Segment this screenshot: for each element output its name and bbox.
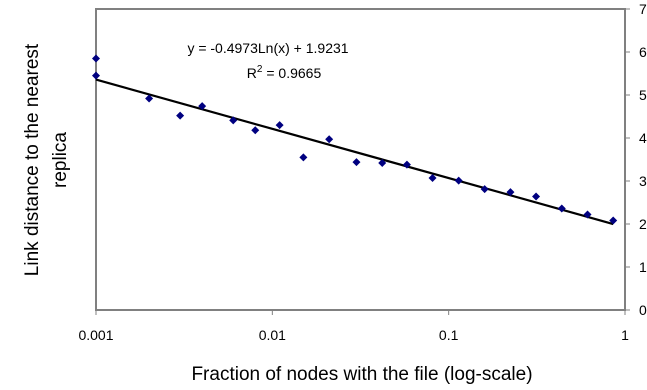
trendline-r-squared: R2 = 0.9665 — [247, 64, 322, 81]
y-tick-label: 2 — [639, 216, 647, 232]
trendline-equation: y = -0.4973Ln(x) + 1.9231 — [187, 40, 348, 56]
data-point — [92, 54, 100, 62]
trendline — [96, 80, 613, 224]
y-tick-label: 6 — [639, 44, 647, 60]
y-axis-title: Link distance to the nearest — [22, 43, 43, 276]
data-point — [276, 121, 284, 129]
trendline-layer — [96, 80, 613, 224]
x-tick-label: 0.001 — [78, 327, 113, 343]
y-tick-label: 5 — [639, 87, 647, 103]
y-tick-label: 3 — [639, 173, 647, 189]
r-squared-value: = 0.9665 — [262, 65, 321, 81]
data-point — [325, 135, 333, 143]
data-point — [251, 126, 259, 134]
x-tick-label: 0.1 — [439, 327, 459, 343]
data-point — [176, 112, 184, 120]
x-tick-label: 1 — [621, 327, 629, 343]
data-point — [532, 192, 540, 200]
data-point — [352, 158, 360, 166]
y-axis-ticks: 0 1 2 3 4 5 6 7 — [625, 1, 647, 318]
data-point — [299, 153, 307, 161]
y-tick-label: 4 — [639, 130, 647, 146]
plot-area — [96, 9, 625, 310]
y-tick-label: 0 — [639, 302, 647, 318]
r-squared-prefix: R — [247, 65, 257, 81]
plot-frame — [96, 9, 625, 310]
x-tick-label: 0.01 — [259, 327, 286, 343]
y-tick-label: 1 — [639, 259, 647, 275]
data-points — [92, 54, 617, 224]
data-point — [455, 177, 463, 185]
data-point — [92, 72, 100, 80]
x-axis-title: Fraction of nodes with the file (log-sca… — [191, 364, 532, 385]
x-axis-ticks: 0.001 0.01 0.1 1 — [78, 310, 629, 343]
y-tick-label: 7 — [639, 1, 647, 17]
y-axis-title-line2: replica — [50, 132, 71, 188]
